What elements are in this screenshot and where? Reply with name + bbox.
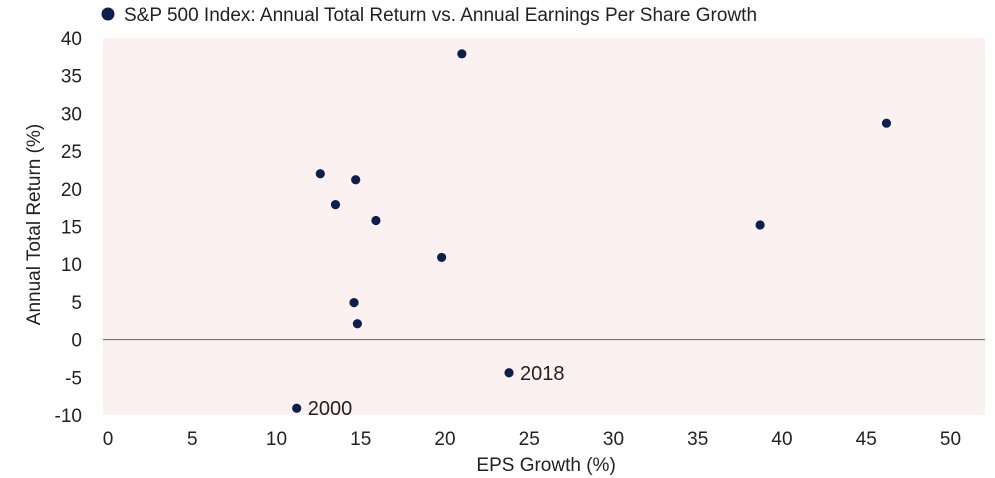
data-points: 2000 2018 — [292, 49, 892, 420]
data-point — [881, 118, 892, 128]
y-tick-label: 5 — [71, 293, 82, 314]
y-tick-label: -10 — [55, 406, 82, 427]
data-point — [315, 169, 325, 179]
data-point — [437, 252, 447, 263]
x-tick-label: 40 — [771, 429, 792, 450]
x-tick-label: 25 — [519, 429, 540, 450]
point-annotation: 2000 — [308, 398, 353, 420]
data-point — [457, 49, 467, 59]
data-point — [371, 215, 381, 226]
x-tick-label: 45 — [856, 429, 877, 450]
y-tick-label: 20 — [61, 180, 82, 201]
legend-label: S&P 500 Index: Annual Total Return vs. A… — [124, 5, 757, 26]
plot-area — [103, 38, 985, 415]
y-axis-label: Annual Total Return (%) — [24, 124, 45, 325]
data-point — [504, 368, 514, 378]
x-tick-label: 15 — [350, 429, 371, 450]
y-tick-label: 10 — [61, 255, 82, 276]
data-point — [292, 403, 302, 413]
y-tick-label: 15 — [61, 218, 82, 239]
data-point — [352, 319, 362, 329]
x-tick-label: 20 — [434, 429, 455, 450]
y-tick-label: 25 — [61, 142, 82, 163]
x-tick-label: 0 — [103, 429, 114, 450]
data-point — [330, 200, 341, 210]
y-tick-label: 35 — [61, 67, 82, 88]
y-tick-label: 0 — [71, 331, 82, 352]
x-axis-label: EPS Growth (%) — [476, 455, 615, 476]
y-tick-label: 40 — [61, 29, 82, 50]
data-point — [351, 175, 361, 185]
y-tick-label: 30 — [61, 104, 82, 125]
y-axis: -10 -5 0 5 10 15 20 25 30 35 40 — [55, 29, 82, 427]
y-tick-label: -5 — [65, 368, 82, 389]
point-annotation: 2018 — [520, 363, 565, 385]
legend-marker — [101, 7, 115, 21]
data-point — [755, 220, 765, 230]
data-point — [349, 298, 359, 308]
x-tick-label: 35 — [687, 429, 708, 450]
x-tick-label: 50 — [940, 429, 961, 450]
x-axis: 0 5 10 15 20 25 30 35 40 45 50 — [103, 429, 961, 450]
x-tick-label: 10 — [266, 429, 287, 450]
x-tick-label: 30 — [603, 429, 624, 450]
legend: S&P 500 Index: Annual Total Return vs. A… — [101, 5, 757, 26]
x-tick-label: 5 — [187, 429, 198, 450]
